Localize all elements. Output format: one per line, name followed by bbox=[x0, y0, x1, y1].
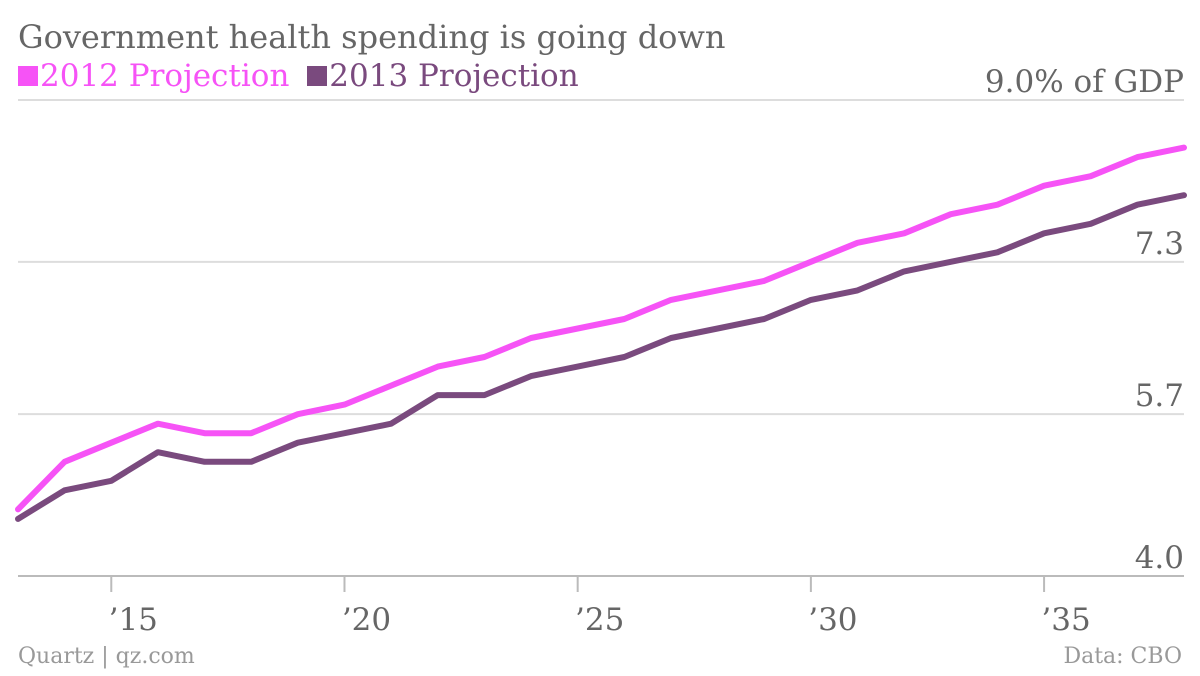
x-tick-label-1: ’20 bbox=[342, 602, 391, 638]
series-line-2012 bbox=[15, 144, 1187, 513]
footer-source-right: Data: CBO bbox=[1063, 644, 1182, 669]
series-line-2013 bbox=[15, 192, 1187, 522]
y-tick-label-3: 4.0 bbox=[1135, 540, 1184, 576]
footer-source-left: Quartz | qz.com bbox=[18, 644, 195, 669]
y-tick-label-1: 7.3 bbox=[1135, 226, 1184, 262]
legend-item-2013: 2013 Projection bbox=[307, 58, 579, 94]
x-tick-label-2: ’25 bbox=[575, 602, 624, 638]
legend-swatch-2013 bbox=[307, 66, 328, 86]
x-tick-label-4: ’35 bbox=[1041, 602, 1090, 638]
legend-item-2012: 2012 Projection bbox=[18, 58, 289, 94]
legend: 2012 Projection 2013 Projection bbox=[18, 58, 587, 94]
legend-label-2013: 2013 Projection bbox=[329, 58, 579, 94]
legend-swatch-2012 bbox=[18, 66, 38, 86]
legend-label-2012: 2012 Projection bbox=[40, 58, 290, 94]
y-tick-label-0: 9.0% of GDP bbox=[985, 64, 1184, 100]
chart-title: Government health spending is going down bbox=[18, 18, 726, 56]
y-tick-label-2: 5.7 bbox=[1135, 378, 1184, 414]
x-tick-label-0: ’15 bbox=[109, 602, 158, 638]
x-tick-label-3: ’30 bbox=[808, 602, 857, 638]
